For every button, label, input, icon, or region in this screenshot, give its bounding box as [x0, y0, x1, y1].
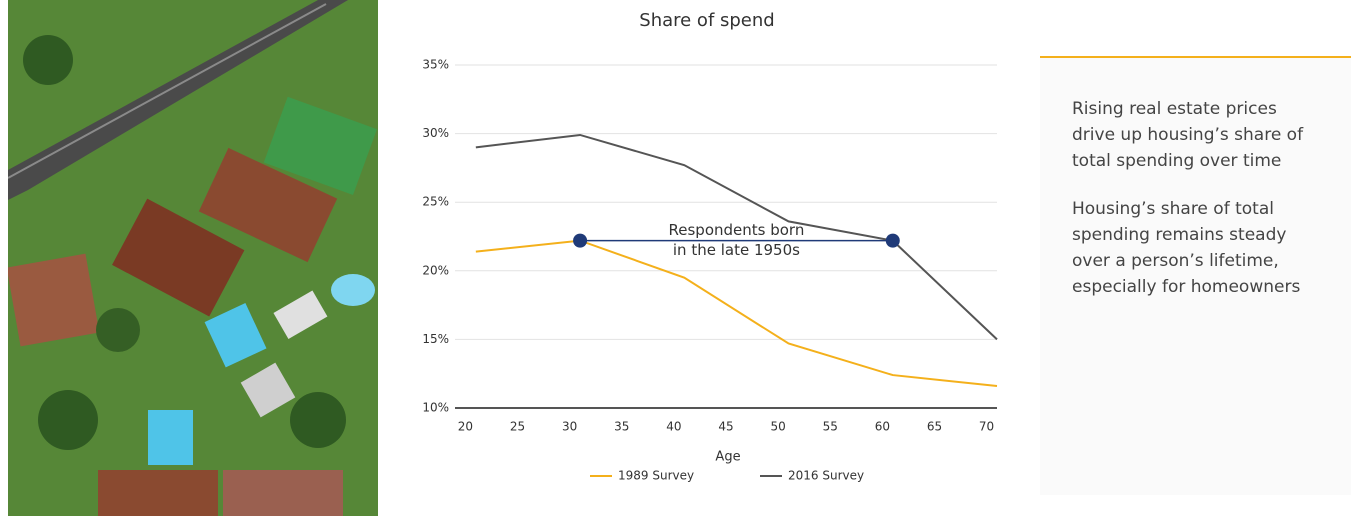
y-tick-label: 25%	[422, 195, 449, 209]
annotation-text: Respondents born	[669, 221, 805, 239]
x-axis-label: Age	[715, 450, 740, 465]
annotation-point	[885, 233, 900, 248]
y-tick-label: 20%	[422, 263, 449, 277]
sidebar-line: total spending over time	[1072, 151, 1282, 171]
aerial-photo	[8, 0, 378, 516]
sidebar-line: Housing’s share of total	[1072, 199, 1274, 219]
x-tick-label: 20	[458, 420, 473, 434]
x-tick-label: 25	[510, 420, 525, 434]
legend-label: 2016 Survey	[788, 469, 864, 483]
x-tick-label: 60	[875, 420, 890, 434]
sidebar-line: drive up housing’s share of	[1072, 125, 1304, 145]
series-line	[475, 133, 998, 341]
x-tick-label: 65	[927, 420, 942, 434]
x-tick-label: 40	[666, 420, 681, 434]
y-tick-label: 30%	[422, 126, 449, 140]
sidebar-line: Rising real estate prices	[1072, 99, 1277, 119]
chart-title: Share of spend	[639, 10, 774, 31]
annotation-point	[573, 233, 588, 248]
x-tick-label: 45	[718, 420, 733, 434]
series-line	[475, 239, 998, 388]
sidebar-paragraph: Housing’s share of total spending remains…	[1072, 196, 1351, 300]
chart: Share of spend Age 10% 15% 20% 25% 30% 35% 20 2…	[422, 10, 998, 483]
x-tick-label: 55	[823, 420, 838, 434]
x-tick-label: 70	[979, 420, 994, 434]
annotation-text: in the late 1950s	[673, 241, 800, 259]
y-tick-label: 15%	[422, 332, 449, 346]
x-tick-label: 35	[614, 420, 629, 434]
x-tick-label: 50	[770, 420, 785, 434]
sidebar-line: especially for homeowners	[1072, 277, 1301, 297]
y-tick-label: 10%	[422, 401, 449, 415]
x-tick-label: 30	[562, 420, 577, 434]
sidebar-line: over a person’s lifetime,	[1072, 251, 1279, 271]
y-tick-label: 35%	[422, 58, 449, 72]
sidebar-line: spending remains steady	[1072, 225, 1287, 245]
sidebar: Rising real estate prices drive up housin…	[1040, 56, 1351, 495]
sidebar-text: Rising real estate prices drive up housin…	[1040, 58, 1351, 300]
legend-label: 1989 Survey	[618, 469, 694, 483]
sidebar-paragraph: Rising real estate prices drive up housin…	[1072, 96, 1351, 174]
